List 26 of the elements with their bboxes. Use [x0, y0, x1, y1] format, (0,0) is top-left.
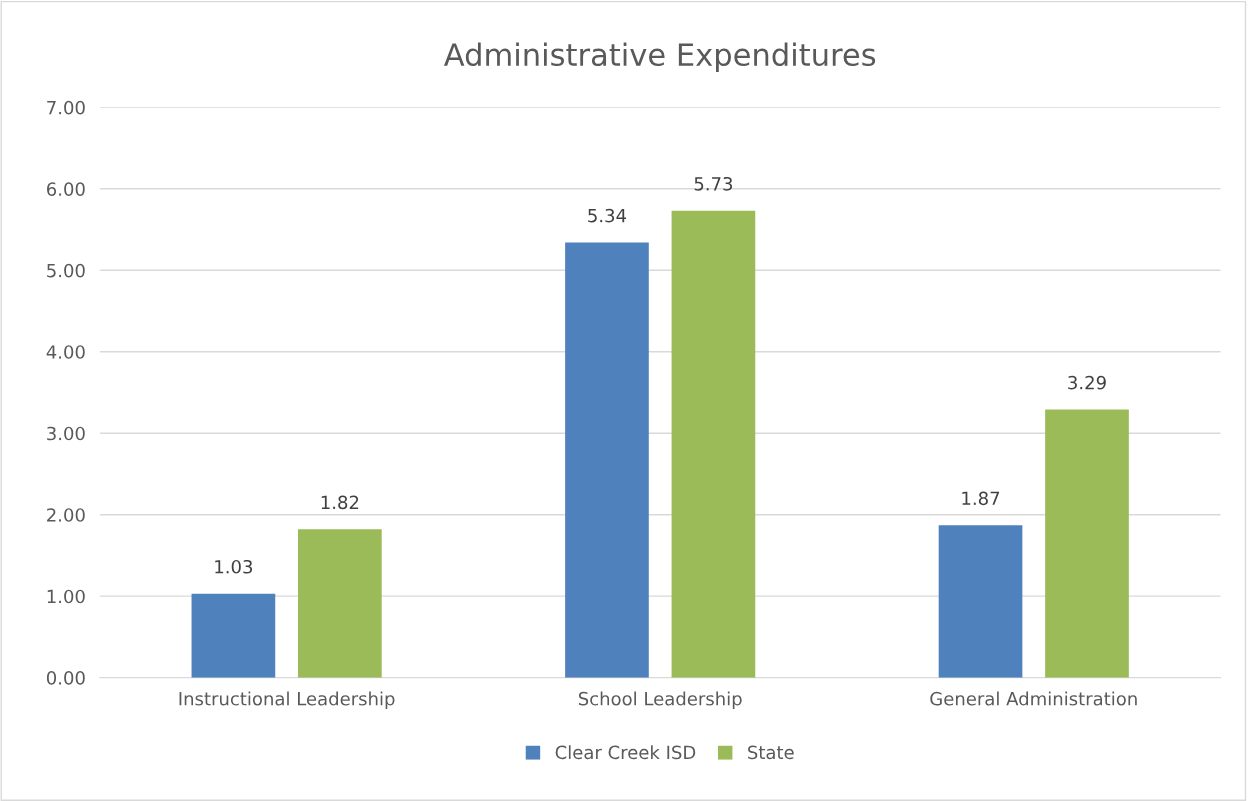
y-tick-label: 6.00 — [47, 182, 85, 196]
y-tick-label: 5.00 — [47, 263, 85, 278]
data-label: 1.03 — [215, 559, 253, 574]
y-tick-label: 0.00 — [46, 671, 85, 685]
y-tick-label: 1.00 — [47, 589, 85, 604]
data-label: 5.34 — [588, 208, 627, 223]
legend-label: State — [748, 745, 794, 760]
data-label: 1.87 — [962, 491, 1000, 506]
bar — [1045, 409, 1129, 678]
data-label: 3.29 — [1068, 375, 1106, 390]
y-tick-label: 4.00 — [46, 345, 85, 359]
bar — [938, 525, 1023, 678]
legend-label: Clear Creek ISD — [555, 745, 696, 760]
x-tick-label: School Leadership — [578, 691, 742, 710]
bar — [565, 242, 649, 678]
chart-title: Administrative Expenditures — [443, 42, 876, 73]
data-label: 1.82 — [321, 495, 359, 510]
x-tick-label: General Administration — [930, 691, 1137, 706]
bar — [298, 529, 382, 678]
x-tick-label: Instructional Leadership — [179, 691, 395, 710]
y-tick-label: 7.00 — [47, 100, 85, 115]
y-tick-label: 3.00 — [47, 426, 85, 441]
bar — [671, 210, 756, 678]
data-label: 5.73 — [694, 176, 733, 191]
bar — [191, 593, 276, 678]
y-tick-label: 2.00 — [47, 508, 85, 522]
